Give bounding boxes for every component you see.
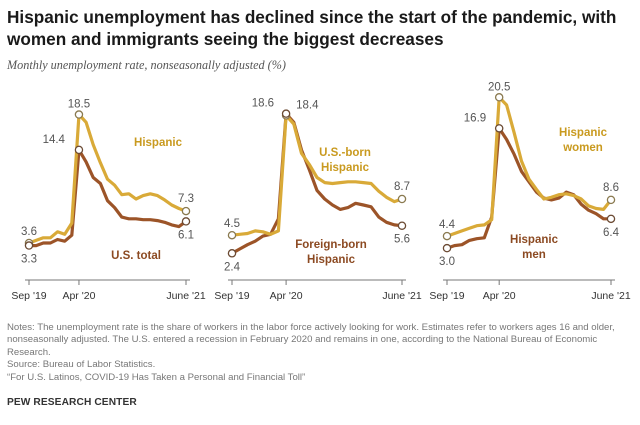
x-tick-label: June '21: [591, 290, 631, 302]
chart-title: Hispanic unemployment has declined since…: [7, 7, 617, 49]
data-point-marker: [227, 249, 237, 258]
end-value-label: 8.7: [394, 181, 410, 193]
start-value-label: 3.3: [21, 254, 37, 266]
pew-logo-text: PEW RESEARCH CENTER: [7, 397, 137, 408]
data-point-marker: [281, 109, 291, 118]
series-label: Hispanic: [559, 127, 608, 139]
series-label: Hispanic: [307, 254, 356, 266]
x-tick-label: June '21: [382, 290, 422, 302]
start-value-label: 4.4: [439, 219, 456, 231]
peak-value-label: 20.5: [488, 81, 510, 93]
data-point-marker: [494, 124, 504, 133]
notes: Notes: The unemployment rate is the shar…: [7, 322, 637, 384]
data-point-marker: [24, 241, 34, 250]
peak-value-label: 18.6: [252, 98, 274, 110]
end-value-label: 5.6: [394, 234, 410, 246]
x-tick-label: Sep '19: [429, 290, 464, 302]
end-value-label: 8.6: [603, 182, 619, 194]
data-point-marker: [74, 110, 84, 119]
series-label: U.S.-born: [319, 147, 371, 159]
data-point-marker: [442, 231, 452, 241]
peak-value-label: 14.4: [43, 134, 66, 146]
end-value-label: 7.3: [178, 193, 194, 205]
series-label: women: [562, 142, 603, 154]
series-label: Hispanic: [134, 137, 183, 149]
data-point-marker: [397, 194, 407, 204]
data-point-marker: [606, 195, 616, 205]
start-value-label: 3.0: [439, 256, 455, 268]
data-point-marker: [494, 93, 504, 102]
data-point-marker: [442, 243, 452, 253]
end-value-label: 6.1: [178, 229, 194, 241]
data-point-marker: [74, 145, 84, 155]
series-line: [27, 112, 188, 245]
start-value-label: 4.5: [224, 218, 240, 230]
x-tick-label: June '21: [166, 290, 206, 302]
start-value-label: 2.4: [224, 261, 241, 273]
data-point-marker: [606, 214, 616, 224]
peak-value-label: 16.9: [464, 112, 486, 124]
peak-value-label: 18.4: [296, 99, 319, 111]
series-label: Foreign-born: [295, 239, 367, 251]
data-point-marker: [181, 217, 191, 226]
x-tick-label: Apr '20: [270, 290, 303, 302]
chart-subtitle: Monthly unemployment rate, nonseasonally…: [7, 58, 286, 72]
x-tick-label: Apr '20: [62, 290, 95, 302]
notes-text: Notes: The unemployment rate is the shar…: [7, 322, 615, 358]
data-point-marker: [181, 206, 191, 216]
series-label: Hispanic: [321, 162, 370, 174]
series-line: [27, 148, 188, 248]
source-text: Source: Bureau of Labor Statistics.: [7, 359, 156, 371]
series-line: [230, 113, 404, 237]
series-line: [445, 95, 613, 238]
report-title: “For U.S. Latinos, COVID-19 Has Taken a …: [7, 371, 306, 383]
data-point-marker: [227, 230, 237, 240]
x-tick-label: Apr '20: [483, 290, 516, 302]
peak-value-label: 18.5: [68, 99, 90, 111]
x-tick-label: Sep '19: [214, 290, 249, 302]
series-label: U.S. total: [111, 250, 161, 262]
series-label: men: [522, 249, 546, 261]
data-point-marker: [397, 221, 407, 230]
x-tick-label: Sep '19: [11, 290, 46, 302]
end-value-label: 6.4: [603, 227, 620, 239]
series-label: Hispanic: [510, 234, 559, 246]
series-line: [230, 112, 404, 255]
start-value-label: 3.6: [21, 226, 37, 238]
